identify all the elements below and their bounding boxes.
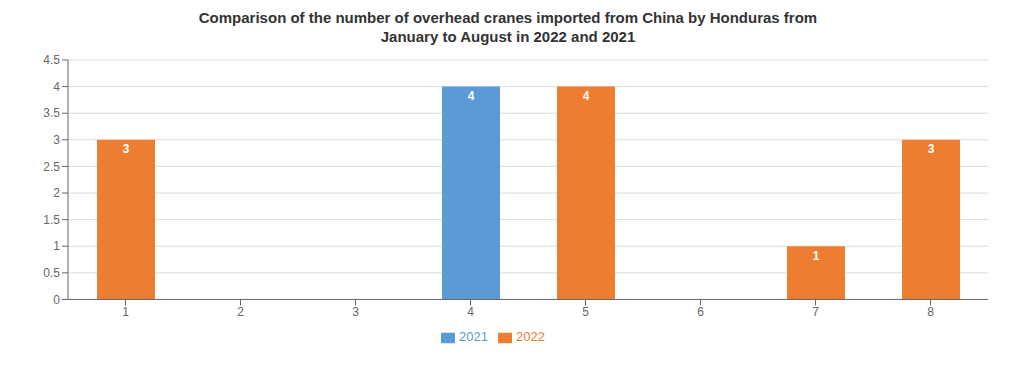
svg-text:1: 1 [122, 305, 129, 319]
svg-text:4: 4 [468, 89, 475, 103]
svg-text:3: 3 [53, 133, 60, 147]
svg-text:2.5: 2.5 [43, 160, 60, 174]
svg-text:4: 4 [53, 80, 60, 94]
svg-text:3: 3 [928, 142, 935, 156]
svg-text:4: 4 [467, 305, 474, 319]
svg-text:8: 8 [927, 305, 934, 319]
svg-text:1.5: 1.5 [43, 213, 60, 227]
svg-text:1: 1 [813, 249, 820, 263]
svg-text:0: 0 [53, 293, 60, 307]
svg-text:3: 3 [123, 142, 130, 156]
svg-text:7: 7 [812, 305, 819, 319]
svg-text:4.5: 4.5 [43, 53, 60, 67]
svg-text:4: 4 [583, 89, 590, 103]
svg-text:1: 1 [53, 239, 60, 253]
html-text:2022: 2022 [516, 329, 545, 345]
html-text:Comparison of the number of ov: Comparison of the number of overhead cra… [198, 9, 818, 26]
svg-text:6: 6 [697, 305, 704, 319]
svg-text:0.5: 0.5 [43, 266, 60, 280]
svg-text:5: 5 [582, 305, 589, 319]
svg-text:2: 2 [53, 186, 60, 200]
svg-text:2: 2 [237, 305, 244, 319]
svg-text:3: 3 [352, 305, 359, 319]
html-text:January to August in 2022 and: January to August in 2022 and 2021 [380, 28, 636, 45]
svg-text:3.5: 3.5 [43, 106, 60, 120]
html-text:2021: 2021 [459, 329, 488, 345]
